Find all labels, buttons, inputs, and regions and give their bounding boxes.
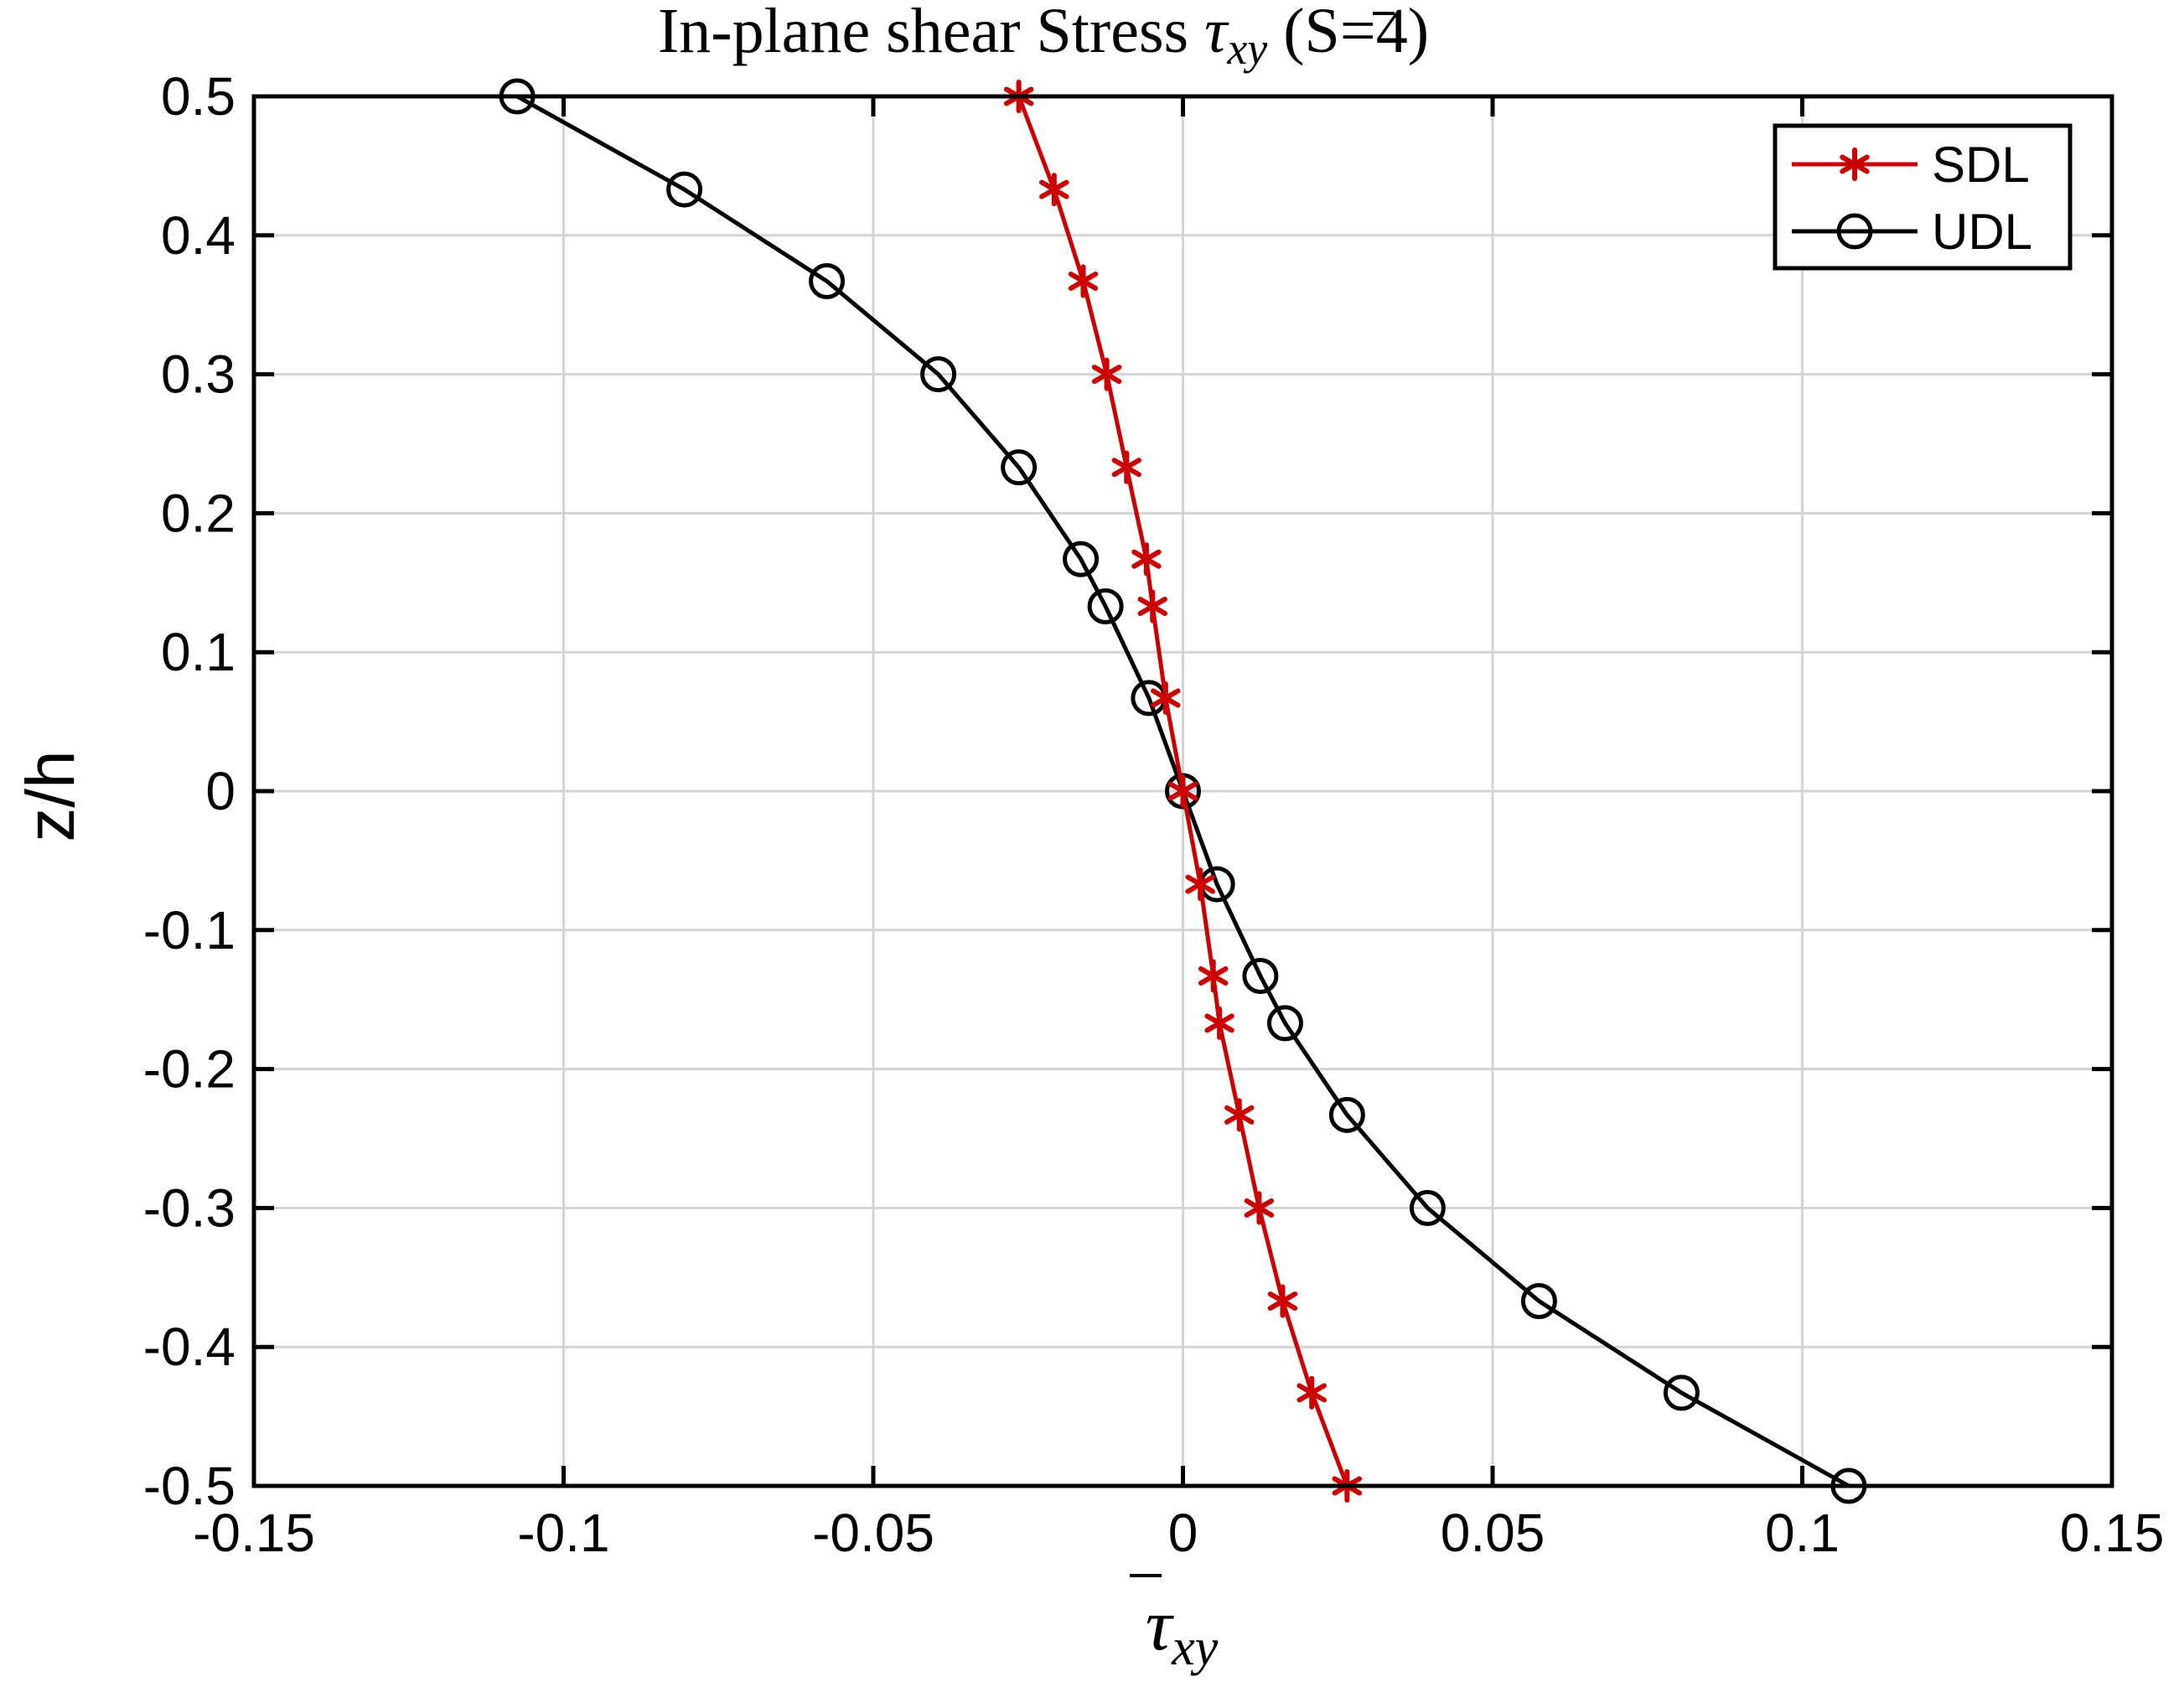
asterisk-stroke: [1297, 1383, 1327, 1403]
data-point-udl: [1663, 1374, 1700, 1411]
legend-marker-udl: [1836, 213, 1873, 250]
legend: SDL UDL: [1773, 123, 2073, 271]
y-tick-label: 0.1: [161, 622, 235, 682]
data-point-sdl: [1297, 1375, 1327, 1410]
data-point-udl: [1001, 449, 1038, 486]
data-point-udl: [1087, 587, 1124, 624]
x-axis-label: τxy: [1146, 1585, 1219, 1676]
x-tick-label: 0.15: [2060, 1503, 2165, 1563]
data-point-udl: [1242, 958, 1279, 995]
legend-label-sdl: SDL: [1932, 137, 2030, 193]
data-point-udl: [920, 356, 957, 393]
y-tick-label: -0.4: [143, 1317, 235, 1377]
data-point-sdl: [1137, 589, 1168, 624]
asterisk-stroke: [1244, 1198, 1275, 1218]
data-point-sdl: [1185, 867, 1215, 902]
y-tick-label: 0.5: [161, 66, 235, 127]
y-tick-label: 0.2: [161, 483, 235, 543]
asterisk-stroke: [1039, 179, 1069, 199]
series-sdl: [1003, 80, 1363, 1503]
data-point-udl: [1328, 1096, 1365, 1133]
legend-box: [1773, 123, 2073, 271]
tick-labels: -0.15 -0.1 -0.05 0 0.05 0.1 0.15 0.5 0.4 0.3 0.2 0.…: [143, 66, 2165, 1563]
asterisk-stroke: [1111, 458, 1141, 478]
asterisk-stroke: [1198, 966, 1229, 986]
legend-label-udl: UDL: [1932, 204, 2032, 260]
data-point-sdl: [1111, 450, 1141, 484]
asterisk-stroke: [1267, 1291, 1298, 1311]
data-point-udl: [1266, 1005, 1303, 1042]
y-tick-label: -0.3: [143, 1177, 235, 1238]
x-tick-label: 0: [1168, 1503, 1198, 1563]
data-point-sdl: [1068, 264, 1099, 298]
data-point-sdl: [1224, 1098, 1255, 1132]
y-tick-label: -0.5: [143, 1456, 235, 1516]
data-point-udl: [1409, 1189, 1446, 1226]
y-tick-label: 0.4: [161, 205, 235, 266]
asterisk-stroke: [1185, 874, 1215, 894]
asterisk-stroke: [1131, 549, 1162, 569]
y-tick-label: 0.3: [161, 344, 235, 405]
data-point-udl: [666, 171, 703, 208]
asterisk-stroke: [1068, 272, 1099, 292]
asterisk-stroke: [1151, 688, 1181, 708]
data-point-sdl: [1091, 357, 1122, 391]
x-tick-label: 0.1: [1765, 1503, 1840, 1563]
data-point-sdl: [1204, 1006, 1234, 1040]
y-tick-label: -0.2: [143, 1039, 235, 1100]
y-axis-label: z/h: [13, 750, 89, 841]
x-tick-label: -0.1: [517, 1503, 609, 1563]
asterisk-stroke: [1204, 1013, 1234, 1033]
asterisk-stroke: [1091, 365, 1122, 385]
legend-marker-sdl: [1840, 148, 1870, 181]
asterisk-stroke: [1840, 154, 1870, 174]
x-tick-label: -0.15: [193, 1503, 315, 1563]
chart-title: In-plane shear Stress τxy (S=4): [658, 0, 1429, 74]
data-point-udl: [809, 263, 846, 300]
legend-entry-udl: UDL: [1792, 204, 2032, 260]
legend-entries: SDL UDL: [1792, 137, 2032, 260]
data-point-sdl: [1167, 774, 1198, 808]
y-tick-label: 0: [205, 761, 235, 821]
y-tick-label: -0.1: [143, 900, 235, 960]
asterisk-stroke: [1167, 781, 1198, 801]
data-point-sdl: [1131, 542, 1162, 577]
data-point-udl: [1520, 1282, 1557, 1319]
data-point-sdl: [1198, 959, 1229, 993]
data-point-sdl: [1039, 173, 1069, 207]
data-point-sdl: [1244, 1191, 1275, 1225]
axes: [251, 94, 2114, 1488]
data-point-udl: [1063, 541, 1100, 577]
asterisk-stroke: [1224, 1105, 1255, 1125]
series-layer: [499, 78, 1867, 1504]
x-tick-label: 0.05: [1441, 1503, 1545, 1563]
data-point-sdl: [1151, 681, 1181, 715]
x-tick-label: -0.05: [812, 1503, 934, 1563]
legend-entry-sdl: SDL: [1792, 137, 2030, 193]
data-point-sdl: [1267, 1284, 1298, 1318]
asterisk-stroke: [1137, 596, 1168, 616]
